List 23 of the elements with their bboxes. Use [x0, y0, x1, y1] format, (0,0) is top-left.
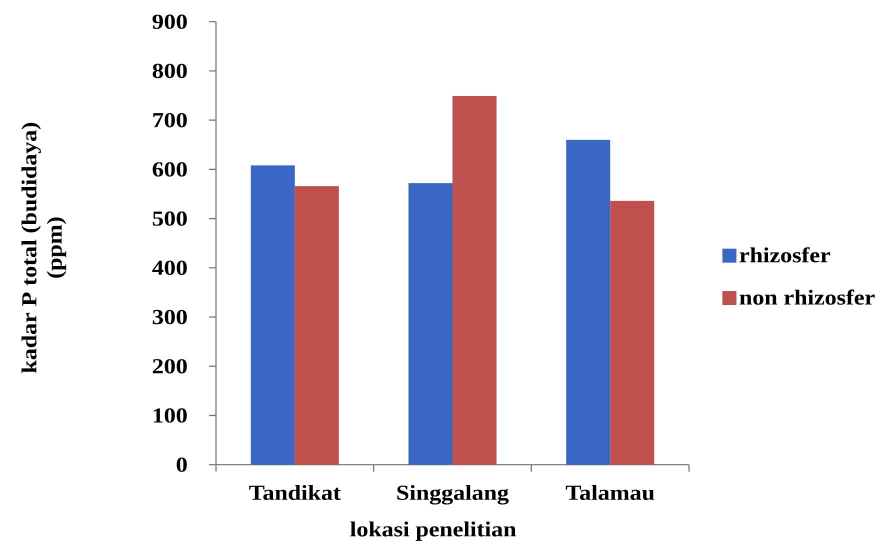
y-tick-label: 500: [152, 211, 187, 226]
y-tick-label: 600: [152, 162, 187, 177]
y-tick-label: 800: [152, 64, 187, 78]
y-tick-label: 400: [152, 260, 187, 276]
bar: [452, 96, 497, 465]
bar: [408, 183, 453, 465]
y-tick-label: 0: [176, 458, 187, 472]
bar: [566, 140, 610, 465]
y-tick-label: 700: [153, 112, 187, 128]
bar: [610, 200, 654, 465]
legend-label: rhizosfer: [740, 247, 830, 262]
y-axis-title: kadar P total (budidaya) (ppm): [21, 122, 66, 373]
legend-label: non rhizosfer: [740, 290, 875, 305]
y-tick-label: 200: [152, 359, 187, 374]
x-axis-title: lokasi penelitian: [350, 521, 516, 541]
bar: [250, 165, 295, 465]
y-tick-label: 900: [152, 14, 187, 29]
y-tick-label: 100: [154, 408, 187, 423]
y-tick-label: 300: [152, 310, 187, 324]
x-tick-label: Talamau: [566, 484, 654, 500]
x-tick-label: Singgalang: [397, 484, 509, 504]
x-tick-label: Tandikat: [249, 484, 341, 500]
bar: [294, 186, 339, 465]
